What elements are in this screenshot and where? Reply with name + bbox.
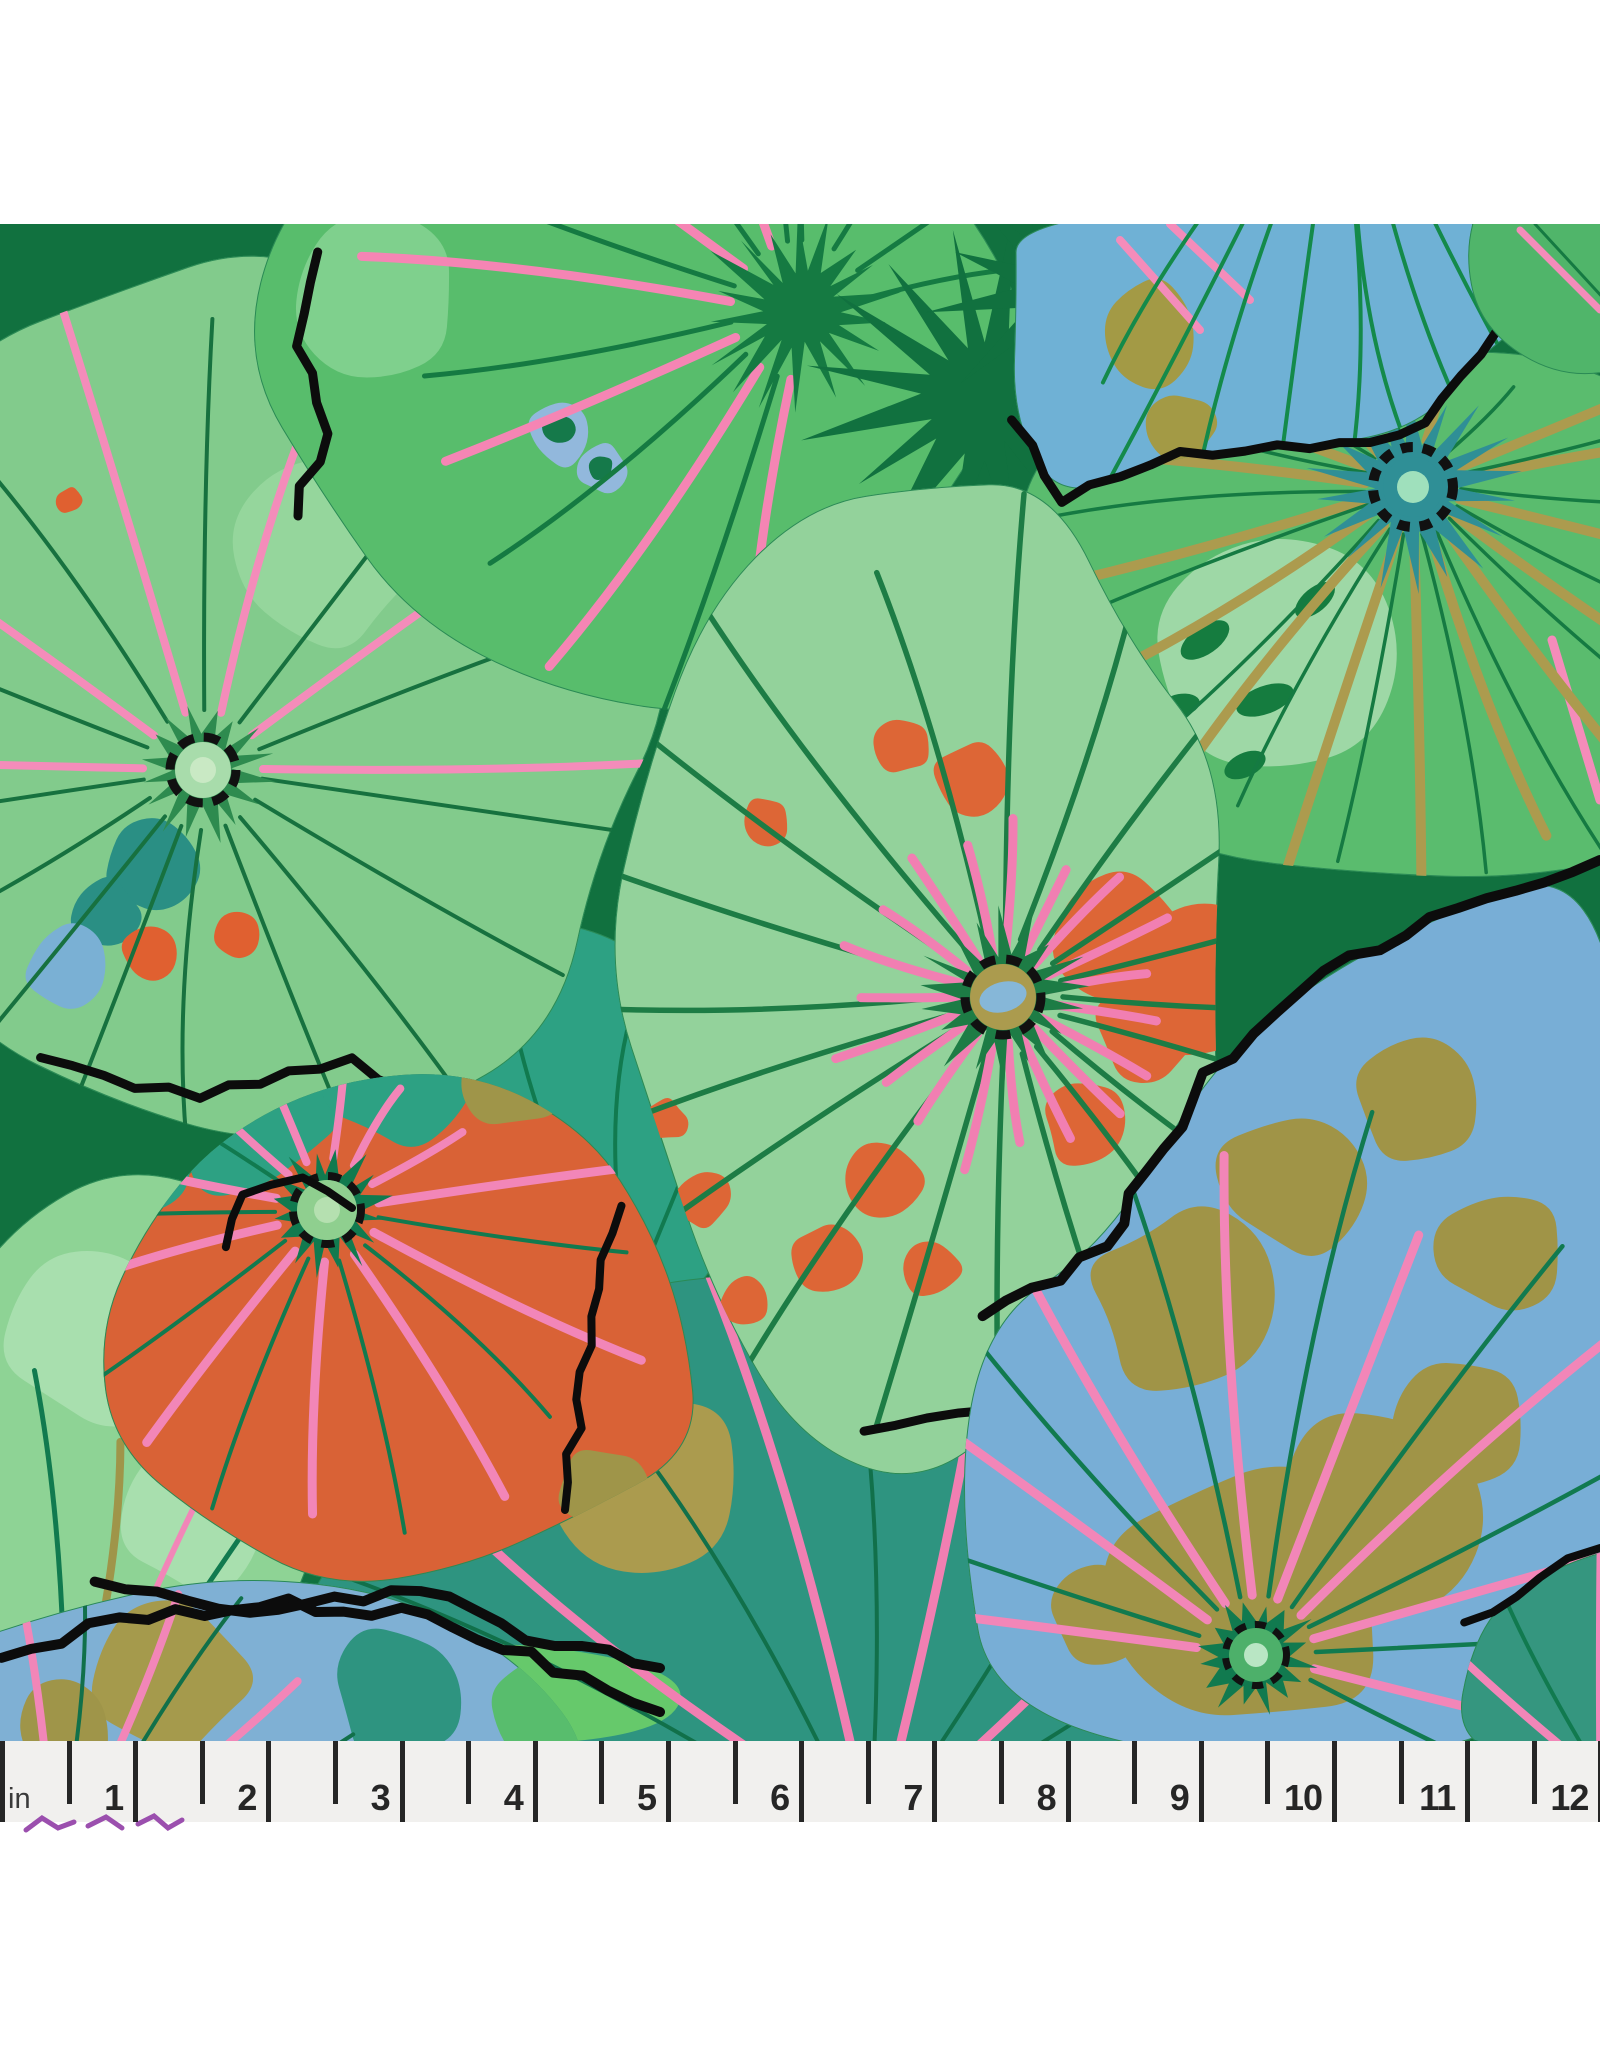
ruler-number: 4 [503, 1777, 524, 1818]
ruler-half-inch-tick [1265, 1741, 1271, 1805]
ruler-number: 5 [636, 1777, 657, 1818]
ruler-number: 3 [370, 1777, 391, 1818]
ruler-inch-tick [399, 1741, 405, 1822]
ruler-inch-tick [0, 1741, 5, 1822]
printed-ruler: in 1 2 3 4 5 6 7 8 9 10 11 12 [0, 1741, 1600, 1833]
ruler-number: 12 [1550, 1777, 1589, 1818]
ruler-half-inch-tick [1398, 1741, 1404, 1805]
ruler-half-inch-tick [199, 1741, 205, 1805]
leaf-bottom-right-blue [964, 855, 1600, 1741]
leaf-top-right-corner [1468, 224, 1600, 375]
ruler-number: 10 [1283, 1777, 1323, 1818]
ruler-inch-tick [1198, 1741, 1204, 1822]
ruler-half-inch-tick [333, 1741, 338, 1805]
ruler-half-inch-tick [1132, 1741, 1138, 1805]
ruler-number: 11 [1419, 1777, 1456, 1818]
ruler-inch-tick [133, 1741, 139, 1822]
selvage-signature-marks [23, 1813, 185, 1833]
ruler-inch-tick [1065, 1741, 1071, 1822]
ruler-inch-tick [1465, 1741, 1471, 1822]
ruler-inch-tick [1332, 1741, 1337, 1822]
ruler-inch-tick [1598, 1741, 1600, 1822]
ruler-number: 7 [903, 1777, 923, 1818]
ruler-inch-tick [266, 1741, 272, 1822]
ruler-half-inch-tick [865, 1741, 871, 1805]
ruler-inch-tick [932, 1741, 938, 1822]
ruler-inch-tick [532, 1741, 538, 1822]
ruler-number: 9 [1169, 1777, 1190, 1818]
ruler-number: 8 [1036, 1777, 1057, 1818]
fabric-swatch [0, 224, 1600, 1741]
ruler-number: 6 [770, 1777, 790, 1818]
ruler-inch-tick [666, 1741, 671, 1822]
ruler-half-inch-tick [466, 1741, 472, 1805]
ruler-unit-label: in [8, 1783, 31, 1815]
ruler-half-inch-tick [999, 1741, 1004, 1805]
leaf-bottom-left-blue [0, 1579, 665, 1741]
ruler-number: 1 [104, 1777, 124, 1818]
ruler-half-inch-tick [599, 1741, 605, 1805]
ruler-half-inch-tick [1531, 1741, 1537, 1805]
ruler-inch-tick [799, 1741, 805, 1822]
ruler-number: 2 [237, 1777, 257, 1818]
ruler-half-inch-tick [66, 1741, 72, 1805]
ruler-half-inch-tick [732, 1741, 738, 1805]
